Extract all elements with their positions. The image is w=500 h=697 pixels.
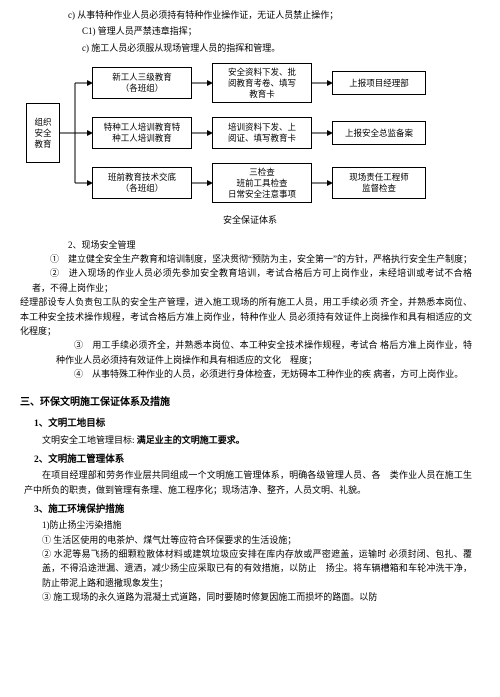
box-r2a: 特种工人培训教育特种工人培训教育 [92, 117, 192, 149]
box-r1b: 安全资料下发、批阅教育考卷、填写教育卡 [212, 63, 312, 103]
flowchart: 组织安全教育 新工人三级教育（各班组） 安全资料下发、批阅教育考卷、填写教育卡 … [20, 61, 460, 211]
sec3-s1b: ② 水泥等易飞扬的细颗粒散体材料或建筑垃圾应安排在库内存放或严密遮盖，运输时 必… [20, 547, 480, 590]
box-r3b: 三检查班前工具检查日常安全注意事项 [212, 163, 312, 203]
sec2-title: 2、现场安全管理 [20, 238, 480, 252]
sec2-p3: 经理部设专人负责包工队的安全生产管理，进入施工现场的所有施工人员，用工手续必须 … [20, 295, 480, 338]
box-r1a: 新工人三级教育（各班组） [92, 67, 192, 99]
sec3-h3: 三、环保文明施工保证体系及措施 [20, 395, 480, 411]
sec3-h4-1: 1、文明工地目标 [20, 417, 480, 432]
line-c: c) 从事特种作业人员必须持有特种作业操作证，无证人员禁止操作； [20, 8, 480, 22]
sec3-p1: 文明安全工地管理目标: 满足业主的文明施工要求。 [20, 433, 480, 447]
sec3-s1c: ③ 施工现场的永久道路为混凝土式道路，同时要随时修复因施工而损坏的路面。以防 [20, 590, 480, 604]
diagram-caption: 安全保证体系 [20, 213, 480, 227]
sec3-p1a: 文明安全工地管理目标: [42, 435, 137, 445]
sec2-p5: ④ 从事特殊工种作业的人员，必须进行身体检查，无妨碍本工种作业的疾 病者，方可上… [20, 367, 480, 381]
sec2-p2: ② 进入现场的作业人员必须先参加安全教育培训，考试合格后方可上岗作业，未经培训或… [20, 266, 480, 295]
sec2-p1: ① 建立健全安全生产教育和培训制度，坚决贯彻“预防为主，安全第一”的方针，严格执… [20, 252, 480, 266]
box-r3a: 班前教育技术交底（各班组） [92, 167, 192, 199]
line-c2: c) 施工人员必须服从现场管理人员的指挥和管理。 [20, 41, 480, 55]
sec3-p1b: 满足业主的文明施工要求。 [137, 435, 245, 445]
sec3-s1a: ① 生活区使用的电茶炉、煤气灶等应符合环保要求的生活设施； [20, 533, 480, 547]
sec3-h4-3: 3、施工环境保护措施 [20, 503, 480, 518]
sec3-h4-2: 2、文明施工管理体系 [20, 453, 480, 468]
box-root: 组织安全教育 [26, 103, 60, 163]
box-r2b: 培训资料下发、上阅证、填写教育卡 [212, 117, 312, 149]
sec2-p4: ③ 用工手续必须齐全，并熟悉本岗位、本工种安全技术操作规程，考试合 格后方准上岗… [20, 338, 480, 367]
line-c1: C1) 管理人员严禁违章指挥； [20, 24, 480, 38]
box-r1c: 上报项目经理部 [332, 71, 426, 95]
sec3-p2: 在项目经理部和劳务作业层共同组成一个文明施工管理体系，明确各级管理人员、各 类作… [20, 468, 480, 497]
box-r2c: 上报安全总监备案 [332, 121, 426, 145]
sec3-s1: 1)防止扬尘污染措施 [20, 518, 480, 532]
box-r3c: 现场责任工程师监督检查 [332, 167, 426, 199]
